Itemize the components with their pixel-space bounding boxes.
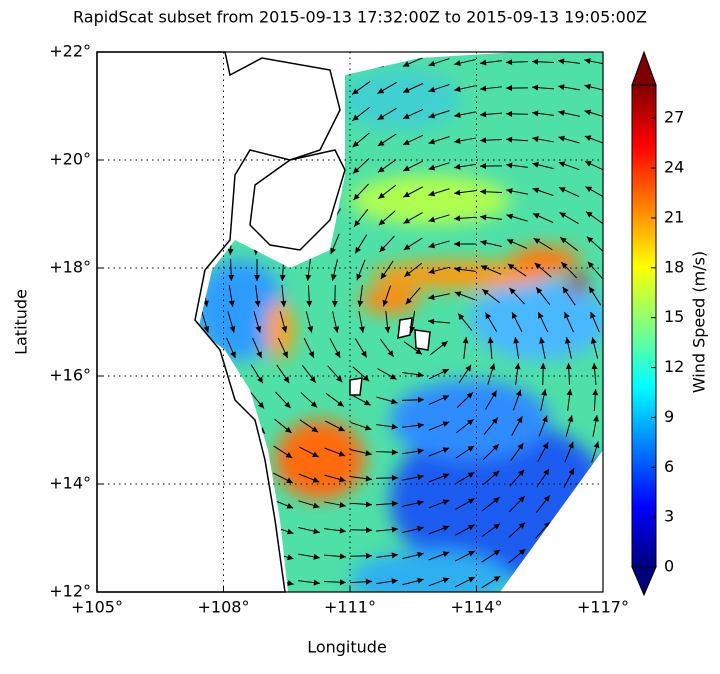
- colorbar-tick-label: 9: [664, 407, 674, 426]
- x-tick-label: +108°: [198, 598, 250, 617]
- colorbar: [632, 85, 656, 567]
- colorbar-tick-label: 24: [664, 158, 684, 177]
- y-tick-label: +16°: [49, 366, 91, 385]
- y-tick-label: +12°: [49, 582, 91, 601]
- x-axis-label: Longitude: [307, 638, 387, 657]
- colorbar-tick-label: 15: [664, 307, 684, 326]
- y-tick-label: +14°: [49, 474, 91, 493]
- x-tick-label: +117°: [577, 598, 629, 617]
- colorbar-tick-label: 3: [664, 507, 674, 526]
- colorbar-extend-bottom: [632, 567, 656, 595]
- colorbar-extend-top: [632, 52, 656, 85]
- colorbar-tick-label: 12: [664, 357, 684, 376]
- y-tick-label: +22°: [49, 42, 91, 61]
- colorbar-tick-label: 0: [664, 557, 674, 576]
- chart-title: RapidScat subset from 2015-09-13 17:32:0…: [73, 8, 647, 27]
- y-tick-label: +18°: [49, 258, 91, 277]
- y-axis-label: Latitude: [12, 289, 31, 355]
- colorbar-tick-label: 6: [664, 457, 674, 476]
- x-tick-label: +114°: [451, 598, 503, 617]
- colorbar-label: Wind Speed (m/s): [690, 251, 709, 393]
- colorbar-tick-label: 27: [664, 108, 684, 127]
- x-tick-label: +111°: [324, 598, 376, 617]
- colorbar-tick-label: 21: [664, 207, 684, 226]
- colorbar-tick-label: 18: [664, 257, 684, 276]
- y-tick-label: +20°: [49, 150, 91, 169]
